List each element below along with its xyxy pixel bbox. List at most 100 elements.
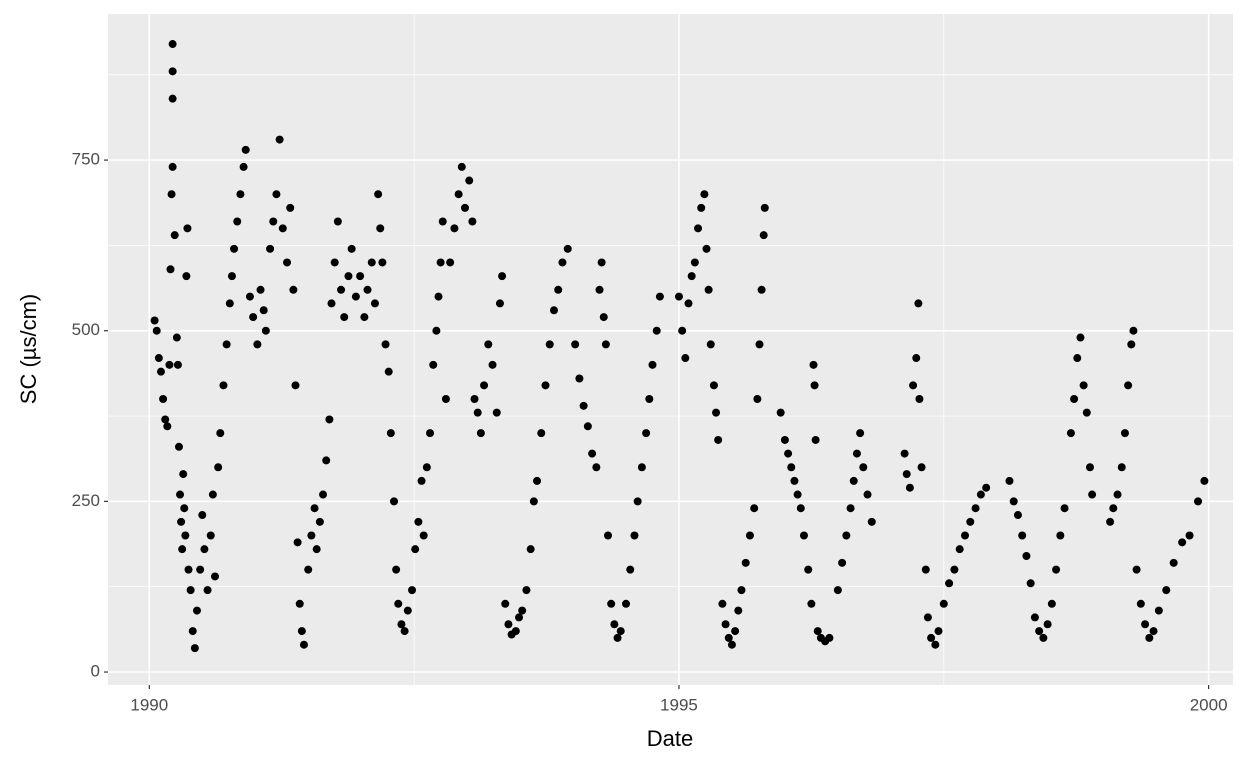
point <box>295 599 304 608</box>
point <box>912 354 921 363</box>
point <box>811 435 820 444</box>
point <box>378 258 387 267</box>
point <box>902 470 911 479</box>
point <box>293 538 302 547</box>
point <box>152 326 161 335</box>
point <box>178 545 187 554</box>
point <box>776 408 785 417</box>
grid <box>108 14 1233 685</box>
point <box>297 627 306 636</box>
point <box>526 545 535 554</box>
point <box>753 394 762 403</box>
point <box>210 572 219 581</box>
point <box>1060 504 1069 513</box>
point <box>315 517 324 526</box>
point <box>176 490 185 499</box>
point <box>1043 620 1052 629</box>
point <box>825 633 834 642</box>
point <box>784 449 793 458</box>
panel <box>108 14 1233 685</box>
point <box>856 429 865 438</box>
point <box>261 326 270 335</box>
point <box>1129 326 1138 335</box>
point <box>601 340 610 349</box>
y-tick-label: 250 <box>72 491 100 510</box>
point <box>470 394 479 403</box>
point <box>633 497 642 506</box>
point <box>181 531 190 540</box>
point <box>495 299 504 308</box>
point <box>422 463 431 472</box>
point <box>208 490 217 499</box>
point <box>757 285 766 294</box>
point <box>721 620 730 629</box>
point <box>939 599 948 608</box>
point <box>168 94 177 103</box>
point <box>700 190 709 199</box>
point <box>426 429 435 438</box>
point <box>166 265 175 274</box>
point <box>1039 633 1048 642</box>
point <box>241 145 250 154</box>
point <box>541 381 550 390</box>
point <box>1056 531 1065 540</box>
point <box>150 316 159 325</box>
point <box>931 640 940 649</box>
axes: 0 250 500 750 1990 1995 2000 <box>72 150 1228 715</box>
point <box>731 627 740 636</box>
point <box>325 415 334 424</box>
point <box>909 381 918 390</box>
point <box>529 497 538 506</box>
point <box>796 504 805 513</box>
point <box>370 299 379 308</box>
point <box>414 517 423 526</box>
point <box>360 313 369 322</box>
point <box>386 429 395 438</box>
point <box>1030 613 1039 622</box>
point <box>1082 408 1091 417</box>
point <box>813 627 822 636</box>
point <box>592 463 601 472</box>
point <box>518 606 527 615</box>
point <box>626 565 635 574</box>
point <box>923 613 932 622</box>
point <box>607 599 616 608</box>
point <box>833 586 842 595</box>
point <box>203 586 212 595</box>
point <box>1066 429 1075 438</box>
point <box>159 394 168 403</box>
point <box>222 340 231 349</box>
point <box>681 354 690 363</box>
point <box>184 565 193 574</box>
point <box>200 545 209 554</box>
point <box>704 285 713 294</box>
point <box>755 340 764 349</box>
point <box>780 435 789 444</box>
point <box>501 599 510 608</box>
point <box>363 285 372 294</box>
point <box>595 285 604 294</box>
point <box>799 531 808 540</box>
point <box>610 620 619 629</box>
point <box>381 340 390 349</box>
point <box>446 258 455 267</box>
point <box>163 422 172 431</box>
point <box>233 217 242 226</box>
point <box>165 360 174 369</box>
point <box>1005 476 1014 485</box>
point <box>190 644 199 653</box>
point <box>480 381 489 390</box>
point <box>172 333 181 342</box>
point <box>1079 381 1088 390</box>
point <box>522 586 531 595</box>
point <box>450 224 459 233</box>
point <box>718 599 727 608</box>
point <box>504 620 513 629</box>
point <box>310 504 319 513</box>
point <box>340 313 349 322</box>
point <box>319 490 328 499</box>
point <box>408 586 417 595</box>
point <box>846 504 855 513</box>
point <box>1120 429 1129 438</box>
